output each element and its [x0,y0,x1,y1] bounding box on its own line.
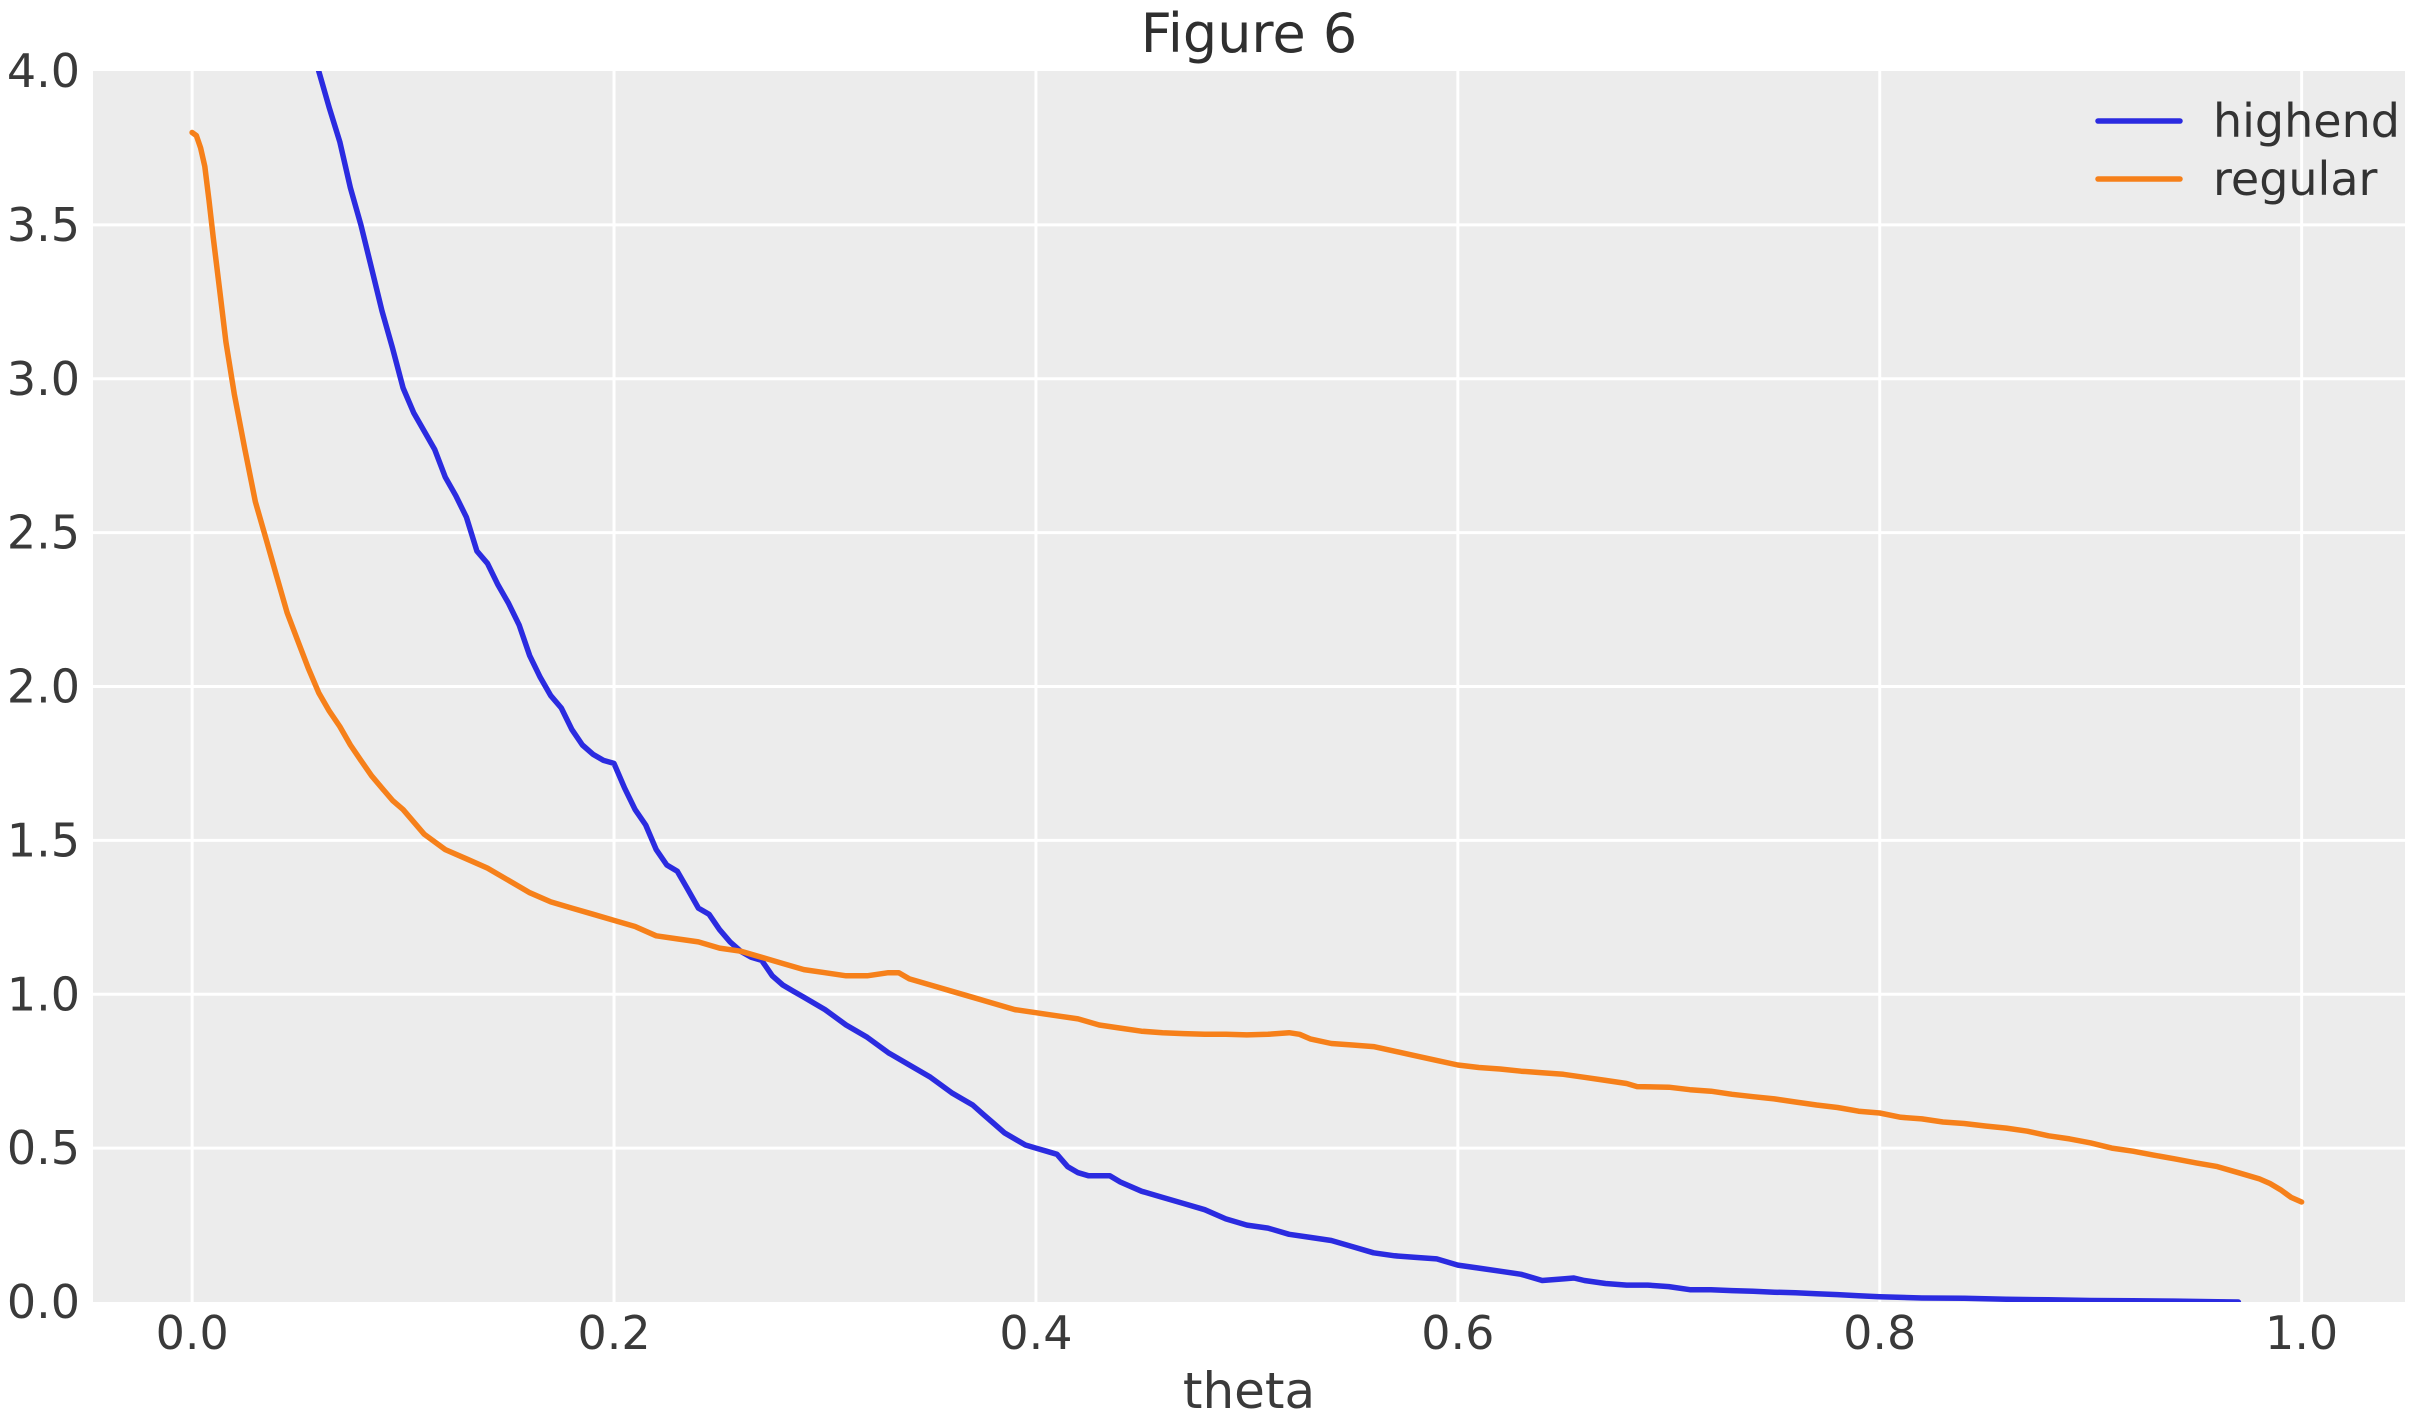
y-tick-label: 1.0 [7,967,80,1021]
legend-label-regular: regular [2213,152,2378,206]
series-line-regular [189,129,2305,1205]
chart-title: Figure 6 [1141,2,1357,65]
x-axis-label: theta [1183,1362,1315,1420]
y-tick-label: 3.5 [7,198,80,252]
x-tick-labels: 0.0 0.2 0.4 0.6 0.8 1.0 [156,1306,2339,1360]
legend: highend regular [2095,94,2400,206]
x-tick-label: 0.6 [1421,1306,1494,1360]
x-tick-label: 0.0 [156,1306,229,1360]
series-lines [189,71,2305,1302]
y-tick-label: 0.5 [7,1121,80,1175]
x-tick-label: 0.2 [577,1306,650,1360]
x-tick-label: 1.0 [2265,1306,2338,1360]
x-tick-label: 0.4 [999,1306,1072,1360]
y-tick-label: 2.5 [7,506,80,560]
legend-label-highend: highend [2213,94,2400,148]
y-tick-label: 3.0 [7,352,80,406]
y-tick-labels: 0.0 0.5 1.0 1.5 2.0 2.5 3.0 3.5 4.0 [7,44,80,1329]
y-tick-label: 4.0 [7,44,80,98]
y-tick-label: 0.0 [7,1275,80,1329]
x-tick-label: 0.8 [1843,1306,1916,1360]
y-tick-label: 2.0 [7,660,80,714]
gridlines [93,71,2405,1302]
y-tick-label: 1.5 [7,813,80,867]
series-line-highend [315,71,2242,1302]
